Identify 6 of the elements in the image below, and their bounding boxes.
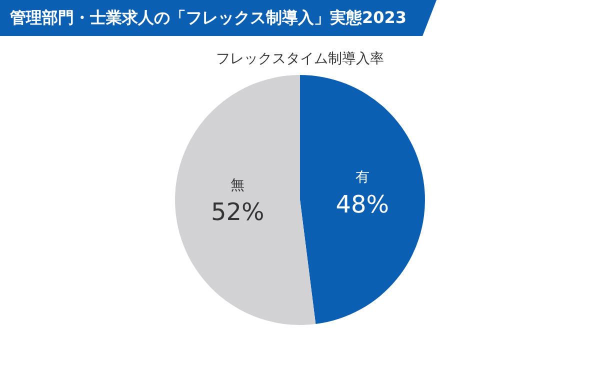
slice-label: 無: [230, 178, 245, 194]
data-label: 48%: [336, 190, 390, 218]
chart-subtitle: フレックスタイム制導入率: [215, 50, 385, 68]
chart-title: 管理部門・士業求人の「フレックス制導入」実態2023: [0, 0, 437, 36]
data-label: 52%: [210, 198, 264, 226]
slice-label: 有: [355, 170, 370, 186]
